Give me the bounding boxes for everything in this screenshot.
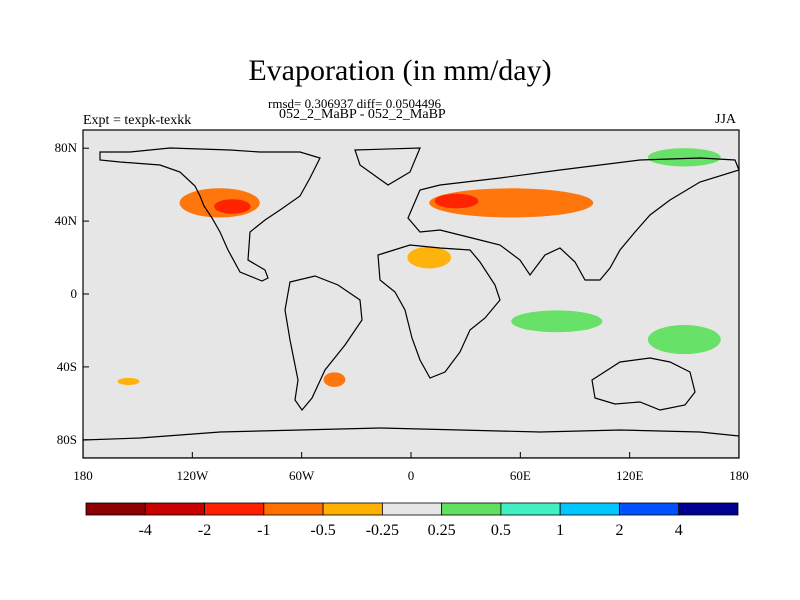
x-tick-label: 60W xyxy=(289,468,315,483)
colorbar-label: 0.25 xyxy=(428,522,456,539)
colorbar-swatch xyxy=(85,502,146,516)
colorbar-label: 0.5 xyxy=(491,522,511,539)
y-tick-label: 40N xyxy=(55,213,78,228)
plot-subtitle: 052_2_MaBP - 052_2_MaBP xyxy=(279,107,446,122)
colorbar-label: -4 xyxy=(139,522,152,539)
south-america-coast xyxy=(284,275,363,411)
colorbar-swatch xyxy=(204,502,265,516)
region-eurasia-core xyxy=(434,193,479,209)
region-south-pacific-positive xyxy=(647,324,721,355)
coastlines xyxy=(83,147,739,458)
stats-line: rmsd= 0.306937 diff= 0.0504496 xyxy=(268,96,441,111)
map-background xyxy=(83,130,739,458)
season-label: JJA xyxy=(715,112,737,127)
colorbar-swatch xyxy=(263,502,324,516)
colorbar-swatch xyxy=(619,502,680,516)
x-tick-label: 0 xyxy=(408,468,415,483)
region-atlantic-positive xyxy=(338,228,411,251)
region-arctic-positive xyxy=(647,148,721,167)
colorbar-swatch xyxy=(500,502,561,516)
y-tick-label: 80N xyxy=(55,140,78,155)
x-tick-label: 180 xyxy=(729,468,749,483)
colorbar-label: 2 xyxy=(615,522,623,539)
x-tick-label: 180 xyxy=(73,468,93,483)
greenland-coast xyxy=(354,147,421,186)
colorbar-swatch xyxy=(678,502,739,516)
colorbar-label: 1 xyxy=(556,522,564,539)
region-south-america-negative xyxy=(323,372,346,387)
colorbar-swatch xyxy=(381,502,443,516)
colorbar: -4 -2 -1 -0.5 -0.25 0.25 0.5 1 2 4 xyxy=(85,502,739,539)
eurasia-coast xyxy=(407,157,739,281)
x-tick-label: 120E xyxy=(616,468,644,483)
plot-title: Evaporation (in mm/day) xyxy=(248,54,552,87)
x-tick-label: 120W xyxy=(176,468,209,483)
australia-coast xyxy=(591,357,696,411)
region-south-pacific-negative xyxy=(117,377,140,386)
colorbar-label: -2 xyxy=(198,522,211,539)
colorbar-label: 4 xyxy=(675,522,683,539)
colorbar-label: -0.5 xyxy=(310,522,335,539)
region-tropical-pacific-negative xyxy=(92,319,220,335)
colorbar-label: -1 xyxy=(257,522,270,539)
antarctica-coast xyxy=(83,427,739,458)
y-tick-label: 80S xyxy=(57,432,77,447)
region-indian-ocean-positive xyxy=(511,310,603,333)
experiment-label: Expt = texpk-texkk xyxy=(83,113,192,128)
africa-coast xyxy=(377,244,501,379)
colorbar-label: -0.25 xyxy=(366,522,399,539)
y-tick-label: 0 xyxy=(71,286,78,301)
colorbar-swatch xyxy=(559,502,620,516)
region-north-america-core xyxy=(214,199,251,214)
colorbar-swatch xyxy=(441,502,502,516)
colorbar-swatch xyxy=(322,502,383,516)
x-tick-label: 60E xyxy=(510,468,531,483)
region-north-pacific-positive xyxy=(86,248,153,267)
y-tick-label: 40S xyxy=(57,359,77,374)
region-mediterranean-negative xyxy=(407,246,452,269)
y-axis: 80N 40N 0 40S 80S xyxy=(55,140,89,447)
north-america-coast xyxy=(99,147,321,282)
x-axis: 180 120W 60W 0 60E 120E 180 xyxy=(73,452,749,483)
colorbar-swatch xyxy=(144,502,205,516)
region-asia-positive xyxy=(556,224,630,254)
